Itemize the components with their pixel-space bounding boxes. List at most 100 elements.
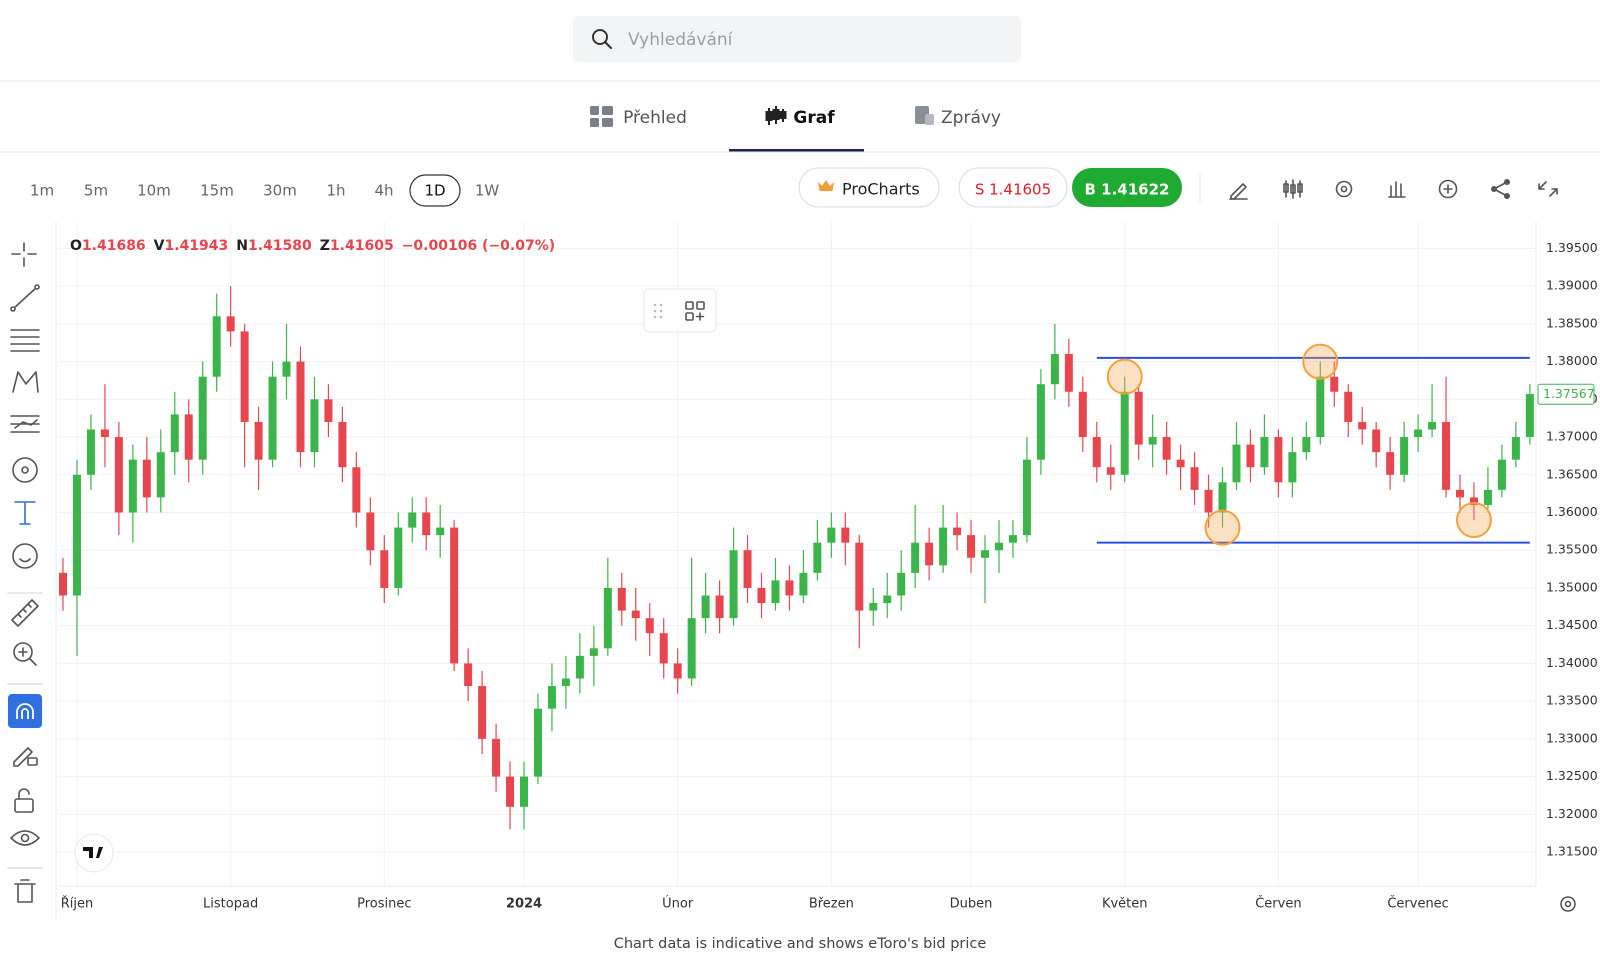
- text-tool[interactable]: [14, 501, 36, 525]
- axis-settings[interactable]: [1560, 896, 1576, 912]
- candle-body: [226, 316, 235, 332]
- timeframe-active: [409, 174, 461, 207]
- fib-tool[interactable]: [10, 329, 40, 352]
- candle-body: [1469, 497, 1478, 505]
- candle-body: [743, 550, 752, 588]
- chart-icon: [765, 106, 787, 125]
- candle-body: [1022, 459, 1031, 536]
- tradingview-logo[interactable]: [74, 833, 114, 873]
- timeframe-button[interactable]: 5m: [84, 182, 108, 200]
- y-tick-label: 1.36500: [1546, 466, 1598, 481]
- candle-body: [603, 587, 612, 649]
- trendline-tool[interactable]: [12, 286, 38, 310]
- unlock-tool[interactable]: [14, 798, 34, 813]
- candle-body: [1260, 437, 1269, 468]
- lock-drawing-tool[interactable]: [13, 747, 33, 767]
- candle-body: [394, 527, 403, 588]
- candle-body: [1525, 394, 1534, 438]
- y-tick-label: 1.36000: [1546, 504, 1598, 519]
- measure-tool[interactable]: [11, 599, 39, 627]
- y-tick-label: 1.37000: [1546, 429, 1598, 444]
- highlight-circle: [1302, 343, 1339, 380]
- sell-button[interactable]: [958, 167, 1068, 208]
- candle-body: [1497, 459, 1506, 490]
- crosshair-tool[interactable]: [11, 242, 37, 267]
- delete-tool[interactable]: [14, 879, 36, 903]
- projection-tool[interactable]: [10, 415, 40, 433]
- y-tick-label: 1.35500: [1546, 542, 1598, 557]
- candle-body: [352, 467, 361, 513]
- timeframe-button[interactable]: 1D: [424, 182, 445, 200]
- timeframe-button[interactable]: 1W: [475, 182, 500, 200]
- ohlc-legend: O1.41686 V1.41943 N1.41580 Z1.41605 −0.00106…: [70, 238, 555, 254]
- draw-tool[interactable]: [1229, 183, 1248, 200]
- timeframe-button[interactable]: 1m: [30, 182, 54, 200]
- share-tool[interactable]: [1491, 179, 1510, 199]
- candle-body: [59, 572, 67, 596]
- candle-body: [1302, 437, 1311, 453]
- candle-body: [1148, 437, 1157, 445]
- candle-body: [589, 648, 598, 656]
- buy-price: B 1.41622: [1085, 181, 1170, 199]
- candle-body: [1232, 444, 1241, 483]
- candle-body: [1428, 421, 1437, 430]
- candle-body: [994, 542, 1003, 551]
- add-object-button[interactable]: [685, 301, 705, 321]
- tab-label[interactable]: Přehled: [623, 108, 687, 128]
- floating-toolbar: [643, 288, 717, 333]
- y-tick-label: 1.33500: [1546, 693, 1598, 708]
- chart-type-tool[interactable]: [1388, 181, 1406, 198]
- timeframe-button[interactable]: 10m: [137, 182, 171, 200]
- buy-button[interactable]: [1072, 168, 1182, 207]
- candle-body: [1162, 437, 1171, 460]
- timeframe-button[interactable]: 1h: [326, 182, 345, 200]
- shapes-tool[interactable]: [12, 457, 38, 483]
- candle-body: [715, 595, 724, 619]
- compare-tool[interactable]: [1438, 179, 1458, 199]
- candle-body: [1008, 535, 1017, 543]
- tab-label[interactable]: Graf: [793, 108, 835, 128]
- candle-body: [729, 550, 738, 619]
- candle-body: [1414, 429, 1423, 438]
- timeframe-button[interactable]: 30m: [263, 182, 297, 200]
- magnet-tool[interactable]: [8, 694, 42, 728]
- timeframe-button[interactable]: 15m: [200, 182, 234, 200]
- candle-body: [170, 414, 179, 453]
- search-box[interactable]: [573, 16, 1021, 62]
- candle-body: [1050, 354, 1059, 385]
- y-tick-label: 1.39000: [1546, 278, 1598, 293]
- highlight-circle: [1204, 509, 1241, 546]
- zoom-tool[interactable]: [13, 642, 33, 662]
- candle-body: [841, 527, 850, 543]
- candle-body: [659, 633, 668, 664]
- tab-label[interactable]: Zprávy: [941, 108, 1001, 128]
- candle-body: [366, 512, 375, 551]
- candle-body: [981, 550, 990, 558]
- candle-body: [450, 527, 459, 664]
- x-tick-label: Květen: [1102, 897, 1148, 912]
- procharts-button[interactable]: [798, 167, 940, 208]
- candle-body: [673, 663, 682, 679]
- emoji-tool[interactable]: [12, 543, 38, 569]
- candle-body: [184, 414, 193, 460]
- drag-handle[interactable]: [653, 303, 663, 319]
- y-tick-label: 1.35000: [1546, 579, 1598, 594]
- candle-body: [953, 527, 962, 536]
- candle-body: [142, 459, 151, 498]
- y-tick-label: 1.34000: [1546, 655, 1598, 670]
- x-tick-label: Červenec: [1387, 896, 1449, 912]
- candle-body: [86, 429, 95, 475]
- visibility-tool[interactable]: [10, 830, 40, 846]
- candle-body: [701, 595, 710, 619]
- candle-body: [1400, 437, 1409, 475]
- candle-body: [436, 527, 445, 536]
- pattern-tool[interactable]: [12, 371, 39, 393]
- candle-body: [1274, 437, 1283, 483]
- settings-tool[interactable]: [1335, 180, 1353, 198]
- candle-body: [813, 542, 822, 573]
- y-tick-label: 1.38500: [1546, 315, 1598, 330]
- collapse-tool[interactable]: [1538, 181, 1558, 197]
- search-icon: [592, 29, 613, 50]
- indicator-tool[interactable]: [1283, 179, 1303, 199]
- timeframe-button[interactable]: 4h: [374, 182, 393, 200]
